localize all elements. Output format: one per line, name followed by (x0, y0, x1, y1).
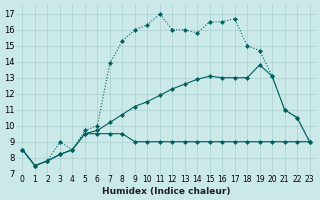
X-axis label: Humidex (Indice chaleur): Humidex (Indice chaleur) (102, 187, 230, 196)
